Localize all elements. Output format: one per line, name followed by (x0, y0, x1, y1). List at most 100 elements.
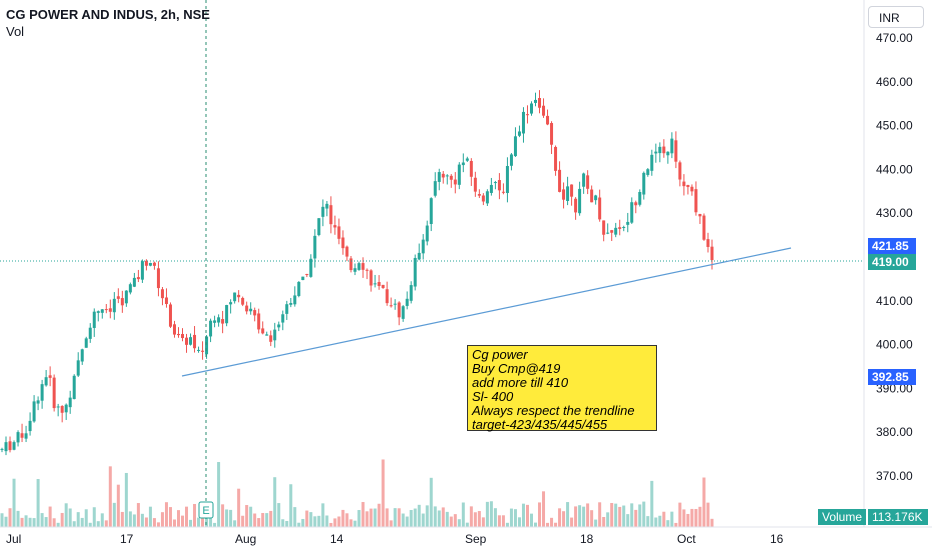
volume-bar (16, 510, 20, 527)
volume-bar (554, 522, 558, 527)
volume-bars (0, 459, 714, 527)
candle-body (128, 284, 132, 293)
volume-bar (441, 507, 445, 527)
volume-bar (92, 507, 96, 527)
volume-bar (409, 509, 413, 527)
candle-body (221, 319, 225, 324)
candle-body (598, 197, 602, 220)
candle-body (578, 188, 582, 214)
candle-body (513, 136, 517, 157)
volume-bar (241, 515, 245, 527)
volume-bar (357, 510, 361, 527)
candle-body (124, 290, 128, 304)
candle-body (229, 302, 233, 305)
volume-bar (56, 522, 60, 527)
trade-note[interactable]: Cg power Buy Cmp@419 add more till 410 S… (467, 345, 657, 432)
volume-bar (64, 503, 68, 527)
candle-body (570, 184, 574, 197)
candle-body (245, 305, 249, 312)
volume-bar (674, 522, 678, 527)
volume-bar (389, 520, 393, 527)
candle-body (209, 320, 213, 337)
volume-bar (614, 503, 618, 527)
candle-body (265, 334, 269, 336)
volume-bar (678, 502, 682, 527)
candle-body (445, 175, 449, 177)
note-line: Sl- 400 (472, 389, 514, 404)
candle-body (0, 448, 4, 450)
candle-body (365, 269, 369, 271)
candle-body (393, 303, 397, 305)
volume-bar (40, 513, 44, 527)
candle-body (505, 166, 509, 194)
volume-bar (706, 502, 710, 527)
candle-body (686, 184, 690, 188)
volume-bar (694, 508, 698, 527)
candle-body (642, 172, 646, 195)
x-tick-label: Oct (677, 532, 696, 546)
volume-bar (686, 513, 690, 527)
candle-body (4, 442, 8, 452)
candle-body (20, 433, 24, 438)
volume-bar (160, 512, 164, 527)
volume-bar (517, 517, 521, 527)
candle-body (630, 202, 634, 223)
volume-bar (397, 508, 401, 527)
volume-bar (321, 503, 325, 527)
volume-bar (393, 508, 397, 527)
volume-bar (168, 507, 172, 527)
volume-bar (489, 501, 493, 527)
volume-bar (325, 515, 329, 527)
candle-body (389, 305, 393, 307)
volume-bar (550, 517, 554, 527)
volume-bar (333, 518, 337, 527)
candle-body (285, 304, 289, 314)
earnings-event-marker[interactable]: E (198, 501, 214, 519)
volume-bar (433, 506, 437, 527)
trendline[interactable] (181, 247, 792, 377)
candle-body (305, 274, 309, 276)
candle-body (176, 333, 180, 336)
candle-body (610, 230, 614, 233)
candle-body (333, 225, 337, 228)
candle-body (574, 198, 578, 213)
candle-body (626, 221, 630, 225)
volume-bar (221, 504, 225, 527)
volume-bar (365, 511, 369, 527)
volume-bar (626, 514, 630, 527)
candle-body (562, 189, 566, 200)
candle-body (277, 324, 281, 328)
volume-bar (317, 515, 321, 527)
volume-bar (233, 520, 237, 527)
candle-body (241, 297, 245, 305)
candle-body (88, 327, 92, 339)
candle-body (594, 195, 598, 201)
volume-legend-label: Vol (6, 24, 25, 39)
volume-bar (562, 511, 566, 527)
volume-bar (602, 516, 606, 527)
volume-bar (401, 513, 405, 527)
candle-body (602, 220, 606, 235)
volume-bar (421, 513, 425, 527)
candle-body (525, 114, 529, 116)
volume-bar (4, 516, 8, 527)
volume-bar (36, 479, 40, 527)
volume-bar (152, 518, 156, 527)
candle-body (654, 151, 658, 154)
candle-body (52, 377, 56, 409)
candle-body (108, 308, 112, 312)
candle-body (120, 298, 124, 306)
volume-bar (345, 513, 349, 527)
volume-bar (124, 472, 128, 527)
y-tick-label: 460.00 (876, 75, 913, 89)
candle-body (690, 186, 694, 192)
candle-body (225, 305, 229, 324)
volume-bar (108, 466, 112, 527)
volume-bar (570, 517, 574, 527)
candle-body (401, 306, 405, 319)
currency-selector[interactable]: INR (868, 6, 924, 28)
volume-bar (253, 513, 257, 527)
candle-body (666, 151, 670, 156)
volume-bar (513, 509, 517, 527)
